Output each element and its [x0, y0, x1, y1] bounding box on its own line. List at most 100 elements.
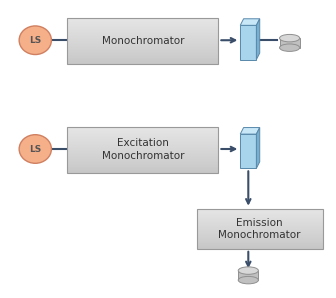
Bar	[67, 44, 218, 46]
Text: LS: LS	[29, 36, 41, 45]
Bar	[67, 33, 218, 35]
Bar	[67, 168, 218, 170]
Bar	[197, 245, 323, 246]
Bar	[67, 128, 218, 130]
Bar	[67, 136, 218, 137]
Bar	[197, 215, 323, 217]
Bar	[197, 229, 323, 230]
Bar	[67, 161, 218, 162]
Bar	[67, 36, 218, 38]
Bar	[67, 134, 218, 136]
Bar	[67, 151, 218, 153]
Bar	[67, 150, 218, 151]
Bar	[67, 147, 218, 148]
Bar	[67, 164, 218, 165]
Bar	[67, 53, 218, 55]
Bar	[197, 225, 323, 226]
Bar	[197, 237, 323, 238]
Bar	[67, 130, 218, 131]
Bar	[67, 47, 218, 49]
Bar	[67, 63, 218, 64]
Bar	[67, 131, 218, 133]
Bar	[67, 159, 218, 161]
Bar	[67, 46, 218, 47]
Bar	[67, 29, 218, 30]
Bar	[67, 26, 218, 27]
Bar	[197, 217, 323, 218]
Text: Emission: Emission	[236, 218, 283, 228]
Bar	[67, 35, 218, 36]
Bar	[67, 171, 218, 173]
Ellipse shape	[280, 34, 300, 42]
Bar	[67, 165, 218, 167]
Bar	[67, 137, 218, 139]
Bar	[197, 219, 323, 221]
Bar	[197, 209, 323, 249]
Bar	[67, 127, 218, 128]
Bar	[197, 231, 323, 233]
Bar	[67, 21, 218, 22]
Bar	[197, 241, 323, 242]
Bar	[197, 224, 323, 225]
Bar	[67, 139, 218, 141]
Bar	[67, 19, 218, 21]
Bar	[197, 247, 323, 249]
Bar	[67, 61, 218, 63]
Bar	[67, 133, 218, 134]
Bar	[197, 230, 323, 231]
Polygon shape	[256, 19, 260, 60]
Bar	[197, 211, 323, 213]
Bar	[67, 50, 218, 52]
Bar	[67, 154, 218, 156]
Bar	[197, 238, 323, 240]
Bar	[67, 18, 218, 19]
Polygon shape	[240, 134, 256, 168]
Bar	[197, 210, 323, 211]
Bar	[67, 43, 218, 44]
Text: Monochromator: Monochromator	[101, 151, 184, 161]
Bar	[67, 49, 218, 50]
Bar	[67, 127, 218, 173]
Bar	[67, 55, 218, 56]
Ellipse shape	[238, 267, 258, 274]
Bar	[67, 41, 218, 43]
Bar	[280, 38, 300, 48]
Bar	[197, 226, 323, 227]
Bar	[197, 235, 323, 237]
Bar	[197, 240, 323, 241]
Bar	[197, 234, 323, 235]
Bar	[197, 221, 323, 222]
Bar	[67, 145, 218, 147]
Bar	[197, 213, 323, 214]
Bar	[197, 246, 323, 247]
Bar	[67, 30, 218, 32]
Bar	[67, 52, 218, 53]
Bar	[67, 58, 218, 60]
Bar	[67, 148, 218, 150]
Text: Excitation: Excitation	[117, 138, 169, 148]
Bar	[67, 27, 218, 29]
Bar	[197, 222, 323, 224]
Bar	[67, 60, 218, 61]
Bar	[238, 271, 258, 280]
Bar	[197, 243, 323, 245]
Bar	[67, 141, 218, 142]
Bar	[67, 167, 218, 168]
Bar	[67, 39, 218, 41]
Polygon shape	[240, 128, 260, 134]
Bar	[67, 170, 218, 171]
Circle shape	[19, 135, 51, 163]
Text: Monochromator: Monochromator	[101, 36, 184, 46]
Text: Monochromator: Monochromator	[218, 230, 301, 240]
Polygon shape	[240, 25, 256, 60]
Bar	[197, 227, 323, 229]
Ellipse shape	[280, 44, 300, 51]
Bar	[67, 24, 218, 26]
Bar	[197, 209, 323, 210]
Text: LS: LS	[29, 145, 41, 153]
Bar	[67, 56, 218, 58]
Bar	[67, 153, 218, 154]
Bar	[67, 18, 218, 64]
Bar	[67, 32, 218, 33]
Bar	[67, 142, 218, 144]
